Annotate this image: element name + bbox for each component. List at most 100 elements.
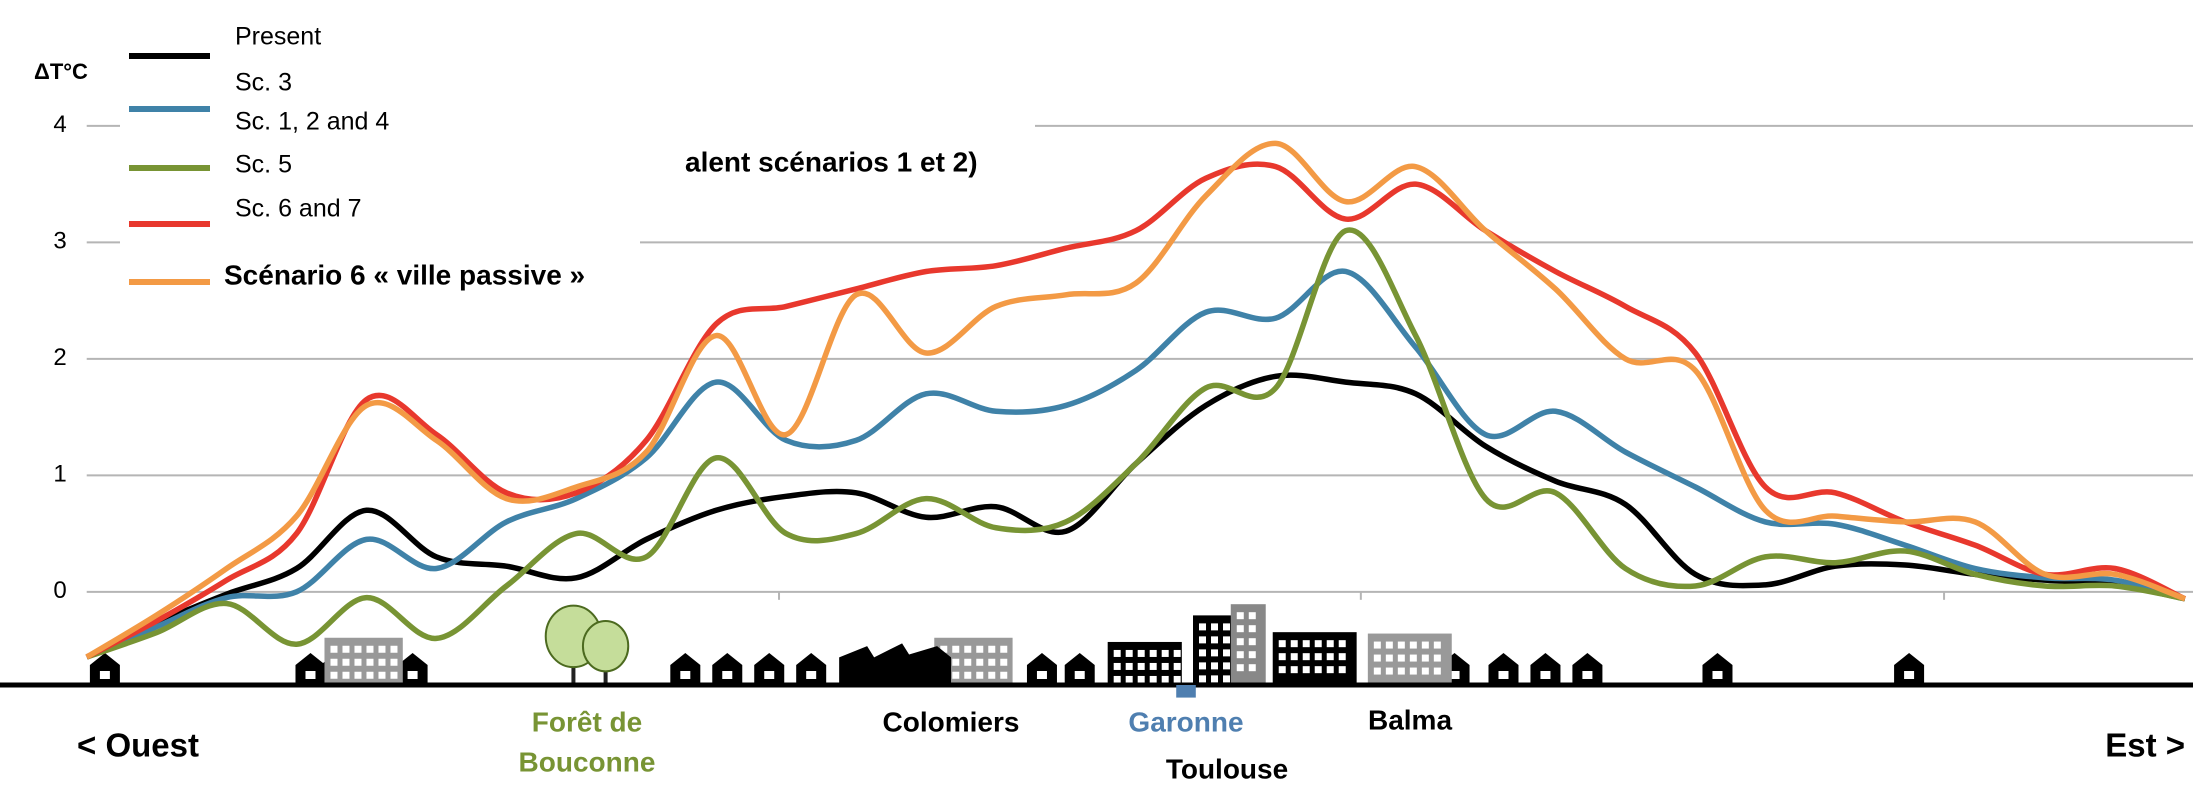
building-window xyxy=(952,659,959,666)
building-window xyxy=(1223,675,1230,682)
building-window xyxy=(342,659,349,666)
place-label: Toulouse xyxy=(1166,753,1288,784)
building-window xyxy=(1374,642,1381,649)
house-window xyxy=(680,671,690,679)
house-icon xyxy=(1488,653,1518,685)
building-window xyxy=(1223,649,1230,656)
place-label: Garonne xyxy=(1128,706,1243,737)
building-window xyxy=(1279,653,1286,660)
building-window xyxy=(1339,653,1346,660)
y-tick-label: 1 xyxy=(53,461,66,488)
building-window xyxy=(1114,650,1121,657)
building-window xyxy=(1398,642,1405,649)
building-window xyxy=(1237,651,1244,658)
building-window xyxy=(330,672,337,679)
building-window xyxy=(1211,662,1218,669)
building-window xyxy=(354,659,361,666)
house-window xyxy=(1904,671,1914,679)
house-window xyxy=(408,671,418,679)
house-icon xyxy=(796,653,826,685)
house-icon xyxy=(1065,653,1095,685)
chart: ΔT°C 01234PresentSc. 1, 2 and 4Sc. 5Sc. … xyxy=(0,0,2193,800)
place-label: Bouconne xyxy=(519,746,656,777)
place-label: Est > xyxy=(2105,727,2185,764)
building-window xyxy=(1174,663,1181,670)
building-window xyxy=(378,672,385,679)
house-window xyxy=(1712,671,1722,679)
legend-label: Present xyxy=(235,23,321,51)
building-window xyxy=(1339,666,1346,673)
building-window xyxy=(1279,666,1286,673)
house-icon xyxy=(1572,653,1602,685)
building-window xyxy=(1199,636,1206,643)
house-icon xyxy=(1530,653,1560,685)
building-window xyxy=(1237,664,1244,671)
building-window xyxy=(1126,650,1133,657)
building-window xyxy=(1291,640,1298,647)
building-window xyxy=(1398,668,1405,675)
place-label: Forêt de xyxy=(532,706,642,737)
y-tick-label: 2 xyxy=(53,344,66,371)
building-window xyxy=(1211,636,1218,643)
building-window xyxy=(1150,676,1157,683)
building-window xyxy=(1138,650,1145,657)
building-window xyxy=(1386,655,1393,662)
y-tick-label: 4 xyxy=(53,111,66,138)
building-window xyxy=(1199,649,1206,656)
building-window xyxy=(952,646,959,653)
building-window xyxy=(1223,623,1230,630)
building-window xyxy=(988,646,995,653)
place-label: < Ouest xyxy=(77,727,199,764)
building-window xyxy=(1237,625,1244,632)
house-window xyxy=(764,671,774,679)
house-icon xyxy=(1027,653,1057,685)
building-window xyxy=(366,672,373,679)
building-window xyxy=(1339,640,1346,647)
river-marker xyxy=(1176,685,1196,698)
building-window xyxy=(1211,675,1218,682)
building-window xyxy=(1000,646,1007,653)
building-window xyxy=(354,672,361,679)
building-window xyxy=(1114,663,1121,670)
building-window xyxy=(1223,636,1230,643)
building-window xyxy=(1211,623,1218,630)
house-window xyxy=(1037,671,1047,679)
building-window xyxy=(366,646,373,653)
building-window xyxy=(1138,663,1145,670)
building-window xyxy=(1422,642,1429,649)
building-window xyxy=(1374,668,1381,675)
house-window xyxy=(1540,671,1550,679)
building-window xyxy=(1000,659,1007,666)
building-window xyxy=(1162,650,1169,657)
building-window xyxy=(976,646,983,653)
building-window xyxy=(1315,640,1322,647)
building-window xyxy=(1303,640,1310,647)
building-window xyxy=(1398,655,1405,662)
y-axis-label: ΔT°C xyxy=(34,59,88,84)
building-window xyxy=(1138,676,1145,683)
building-window xyxy=(1315,653,1322,660)
building-window xyxy=(1199,623,1206,630)
y-tick-label: 0 xyxy=(53,577,66,604)
building-window xyxy=(964,646,971,653)
building-window xyxy=(354,646,361,653)
house-icon xyxy=(754,653,784,685)
building-window xyxy=(1374,655,1381,662)
house-icon xyxy=(1702,653,1732,685)
building-window xyxy=(1315,666,1322,673)
building-window xyxy=(342,672,349,679)
building-window xyxy=(1000,672,1007,679)
place-label: Balma xyxy=(1368,704,1452,735)
building-window xyxy=(1162,676,1169,683)
house-window xyxy=(1582,671,1592,679)
tree-crown xyxy=(583,621,628,671)
building-window xyxy=(976,659,983,666)
building-window xyxy=(1237,638,1244,645)
building-window xyxy=(1279,640,1286,647)
building-window xyxy=(964,672,971,679)
building-window xyxy=(1410,655,1417,662)
annotation: Sc. 3 xyxy=(235,69,292,97)
legend-label: Scénario 6 « ville passive » xyxy=(224,259,585,290)
building-window xyxy=(1249,638,1256,645)
house-icon xyxy=(1894,653,1924,685)
